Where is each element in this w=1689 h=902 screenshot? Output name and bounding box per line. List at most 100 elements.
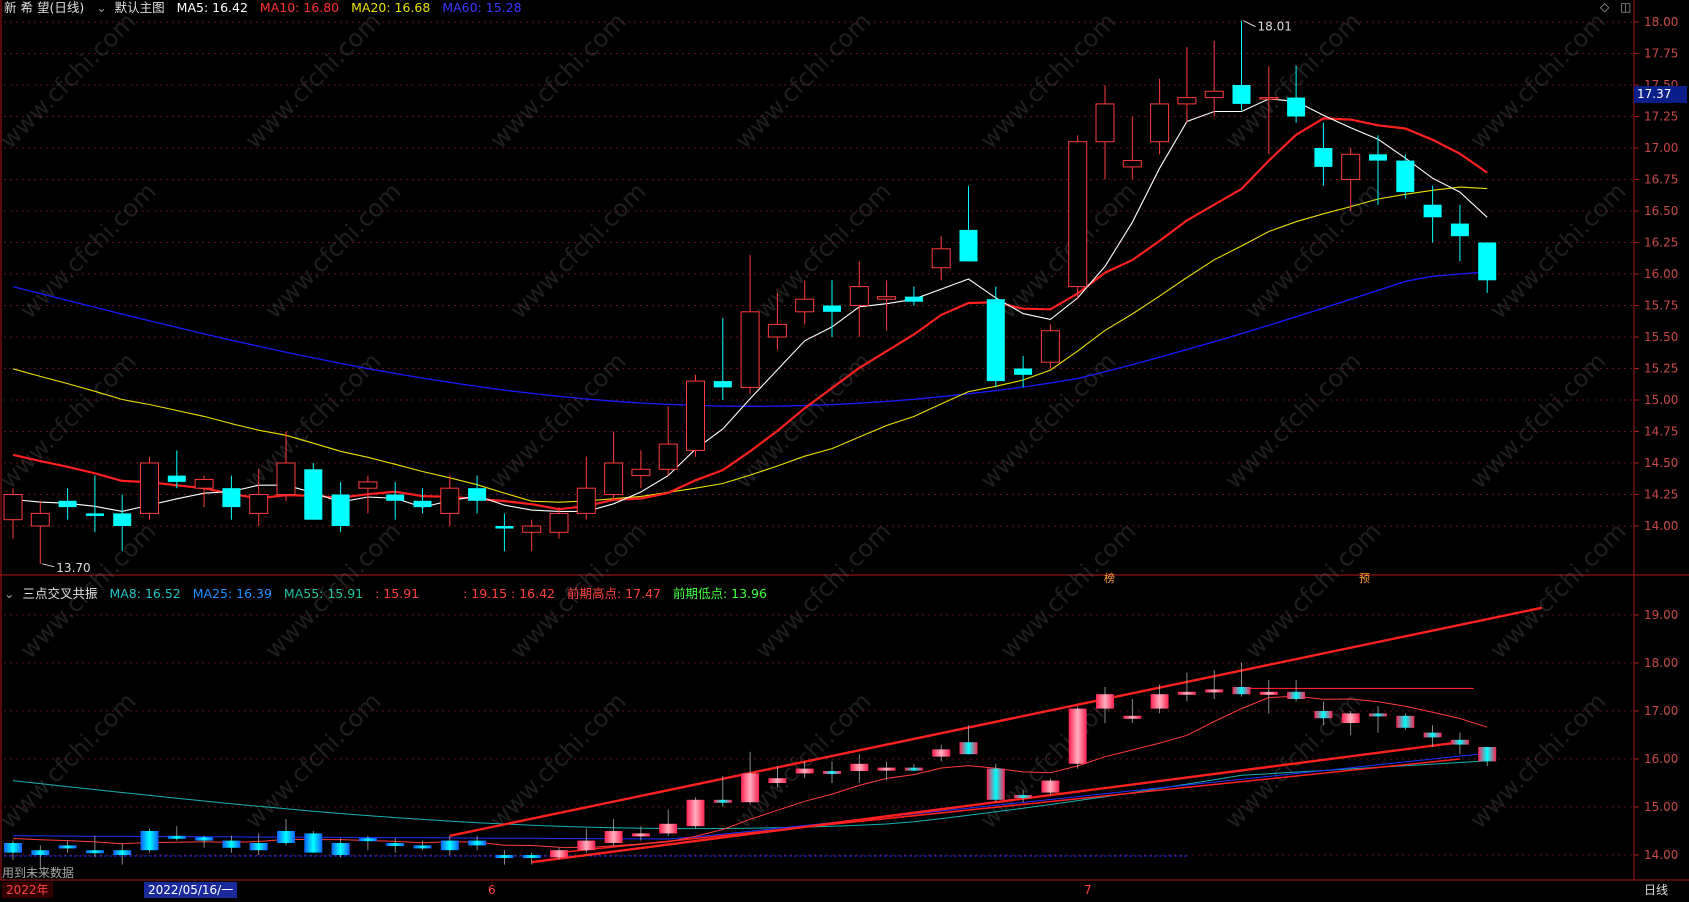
rank-marker: 榜	[1104, 572, 1115, 585]
candle-body-down	[1396, 160, 1415, 193]
sub-candle-body	[741, 773, 760, 803]
candle-body-up	[1122, 160, 1142, 168]
ma5-readout: MA5: 16.42	[176, 0, 248, 15]
candle-body-down	[1369, 154, 1387, 161]
candle-body-down	[959, 229, 978, 262]
diamond-icon[interactable]: ◇	[1600, 0, 1610, 14]
date-cursor-label: 2022/05/16/一	[144, 882, 238, 898]
candle-body-down	[1314, 148, 1333, 167]
candle-body-up	[3, 494, 23, 521]
candle-body-up	[1068, 141, 1088, 288]
candle-body-up	[358, 481, 378, 489]
candle-body-up	[795, 298, 815, 313]
candle-body-down	[113, 513, 132, 526]
sub-ma55-line	[12, 760, 1488, 830]
stock-name-label[interactable]: 新 希 望(日线)	[4, 0, 85, 15]
sub-candle-body	[522, 855, 541, 858]
candle-body-down	[495, 526, 514, 529]
sub-candle-body	[795, 768, 814, 774]
candle-body-up	[30, 512, 50, 527]
candle-body-up	[767, 323, 787, 338]
y-tick-label: 17.25	[1644, 110, 1678, 124]
y-tick-label: 17.00	[1644, 704, 1678, 718]
candle-body-up	[849, 286, 869, 307]
y-tick-label: 15.00	[1644, 393, 1678, 407]
low-label: 13.70	[56, 561, 90, 575]
period-tab-daily[interactable]: 日线	[1644, 883, 1669, 897]
sub-candle-body	[1096, 694, 1114, 709]
sub-candle-body	[1014, 795, 1033, 798]
sub-candle-body	[31, 850, 50, 855]
candle-body-up	[194, 478, 214, 489]
candle-body-down	[713, 381, 732, 388]
sub-candle-body	[1314, 711, 1333, 719]
candle-body-up	[1177, 97, 1197, 105]
candle-body-down	[986, 299, 1005, 382]
extra2-readout: : 19.15 : 16.42	[463, 586, 556, 601]
ma60-readout: MA60: 15.28	[442, 0, 522, 15]
y-tick-label: 16.00	[1644, 267, 1678, 281]
candle-body-down	[904, 296, 923, 302]
indicator-panel-header: ⌄ 三点交叉共振 MA8: 16.52 MA25: 16.39 MA55: 15…	[4, 586, 775, 602]
candle-body-up	[140, 462, 159, 514]
candle-body-down	[468, 488, 487, 501]
candle-body-up	[686, 380, 705, 451]
candle-body-down	[304, 469, 323, 520]
future-data-label: 用到未来数据	[2, 866, 75, 880]
candle-body-up	[276, 462, 296, 495]
sub-candle-body	[550, 850, 568, 858]
candle-body-down	[222, 488, 241, 508]
sub-candle-body	[1123, 715, 1142, 719]
sub-candle-body	[222, 840, 241, 848]
chevron-down-icon[interactable]: ⌄	[4, 586, 15, 601]
month-7-label: 7	[1084, 883, 1092, 897]
indicator-name-label[interactable]: 三点交叉共振	[22, 586, 98, 601]
candle-body-up	[604, 462, 624, 495]
high-pointer	[1243, 20, 1256, 28]
year-label: 2022年	[2, 882, 53, 898]
sub-candle-body	[986, 768, 1005, 800]
candle-body-up	[1150, 103, 1170, 143]
main-panel-header: 新 希 望(日线) ⌄ 默认主图 MA5: 16.42 MA10: 16.80 …	[4, 0, 530, 16]
low-pointer	[42, 563, 55, 568]
candle-body-down	[1423, 204, 1442, 218]
sub-candle-body	[1177, 691, 1196, 695]
y-tick-label: 16.50	[1644, 204, 1678, 218]
sub-candle-body	[495, 855, 514, 858]
sub-candle-body	[277, 831, 295, 843]
sub-candle-body	[768, 778, 787, 783]
sub-candle-body	[686, 799, 705, 827]
y-tick-label: 15.50	[1644, 330, 1678, 344]
y-tick-label: 19.00	[1644, 608, 1678, 622]
chevron-down-icon[interactable]: ⌄	[96, 0, 107, 15]
forecast-marker: 预	[1359, 572, 1370, 585]
candle-body-up	[1040, 330, 1060, 363]
candle-body-down	[386, 494, 405, 501]
sub-candle-body	[249, 843, 268, 851]
y-tick-label: 16.75	[1644, 173, 1678, 187]
y-tick-label: 14.25	[1644, 488, 1678, 502]
ma10-readout: MA10: 16.80	[259, 0, 340, 15]
sub-candles-group	[4, 662, 1497, 870]
sub-candle-body	[304, 833, 323, 853]
sub-candle-body	[167, 835, 186, 839]
sub-candle-body	[85, 850, 104, 854]
sub-candle-body	[1287, 691, 1306, 699]
ma55-readout: MA55: 15.91	[283, 586, 364, 601]
sub-candle-body	[659, 823, 678, 834]
candle-body-up	[877, 296, 897, 300]
y-tick-label: 16.25	[1644, 236, 1678, 250]
candle-body-up	[549, 512, 569, 533]
candle-body-down	[85, 513, 104, 516]
template-label[interactable]: 默认主图	[114, 0, 165, 15]
prev-high-readout: 前期高点: 17.47	[567, 586, 661, 601]
panel-toggle-icon[interactable]: ◫	[1620, 0, 1632, 14]
candle-body-down	[823, 305, 841, 312]
sub-candle-body	[140, 831, 159, 851]
sub-candle-body	[1232, 687, 1251, 695]
prev-low-readout: 前期低点: 13.96	[672, 586, 767, 601]
candle-body-down	[1478, 242, 1497, 281]
sub-candle-body	[850, 763, 869, 771]
